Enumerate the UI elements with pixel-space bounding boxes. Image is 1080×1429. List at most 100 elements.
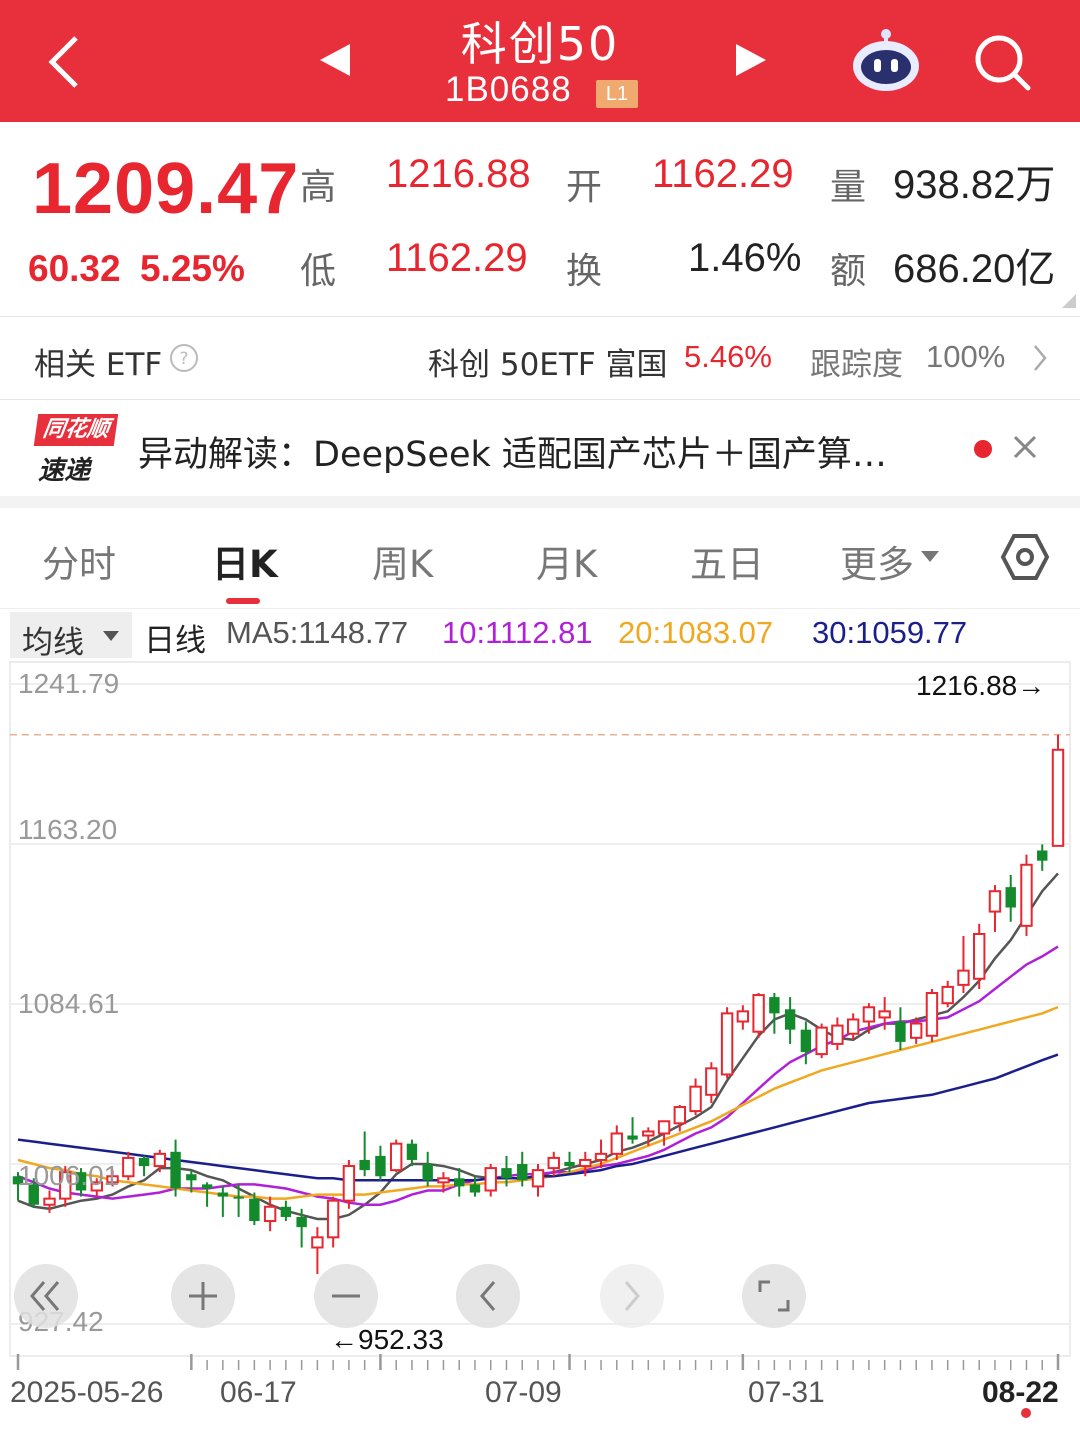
candle-body-up — [122, 1156, 135, 1178]
tracking-value: 100% — [926, 339, 1006, 374]
candle-body-down — [217, 1192, 229, 1197]
ths-news-logo: 同花顺 速递 — [32, 414, 119, 486]
candle-body-up — [705, 1067, 718, 1096]
candle-body-up — [43, 1197, 56, 1206]
candle-body-down — [201, 1184, 213, 1189]
news-row[interactable]: 同花顺 速递 异动解读：DeepSeek 适配国产芯片＋国产算… — [0, 400, 1080, 496]
chevron-left-icon — [480, 1281, 496, 1311]
tab-five-day[interactable]: 五日 — [690, 543, 764, 586]
ma5-value: MA5:1148.77 — [226, 615, 409, 650]
candle-body-up — [106, 1175, 119, 1184]
kline-chart[interactable] — [0, 660, 1080, 1360]
close-icon[interactable] — [1012, 434, 1038, 460]
period-label: 日线 — [144, 623, 206, 658]
y-tick-label: 1084.61 — [18, 988, 120, 1019]
divider — [0, 399, 1080, 400]
candle-body-up — [689, 1085, 702, 1113]
low-value: 1162.29 — [386, 236, 528, 280]
candle-body-up — [642, 1130, 655, 1137]
candle-body-up — [752, 994, 765, 1033]
candle-body-up — [153, 1152, 167, 1168]
tab-more[interactable]: 更多 — [840, 543, 914, 586]
candle-body-down — [769, 997, 780, 1014]
scroll-to-start-button[interactable] — [14, 1264, 78, 1328]
candle-body-up — [579, 1158, 592, 1168]
last-price: 1209.47 — [32, 149, 300, 229]
fullscreen-icon — [758, 1280, 790, 1312]
help-icon[interactable]: ? — [169, 343, 199, 373]
candle-body-up — [326, 1199, 340, 1239]
section-gap — [0, 496, 1080, 508]
volume-label: 量 — [830, 167, 867, 208]
candle-body-down — [627, 1135, 638, 1140]
current-day-dot — [1021, 1408, 1031, 1418]
stock-code: 1B0688 — [445, 70, 572, 109]
settings-hexagon-icon[interactable] — [1000, 532, 1050, 582]
candle-body-up — [846, 1018, 860, 1035]
candle-body-up — [610, 1132, 623, 1155]
page-title: 科创50 — [460, 17, 620, 71]
fullscreen-button[interactable] — [742, 1264, 806, 1328]
turnover-value: 1.46% — [688, 236, 802, 280]
candle-body-up — [815, 1026, 828, 1056]
volume-value: 938.82万 — [893, 163, 1056, 207]
low-label: 低 — [300, 251, 337, 292]
scroll-left-button[interactable] — [456, 1264, 520, 1328]
tab-monthly-k[interactable]: 月K — [536, 543, 598, 586]
zoom-out-button[interactable] — [314, 1264, 378, 1328]
candle-body-up — [862, 1006, 876, 1023]
candle-body-up — [673, 1106, 687, 1125]
min-price-label: ←952.33 — [330, 1324, 444, 1355]
svg-text:?: ? — [179, 349, 188, 369]
x-tick-label: 2025-05-26 — [10, 1376, 164, 1409]
candle-body-down — [296, 1216, 307, 1228]
divider — [0, 608, 1080, 609]
candle-body-down — [233, 1196, 244, 1199]
candle-body-down — [406, 1143, 418, 1160]
top-bar: 科创50 1B0688 L1 — [0, 0, 1080, 122]
candle-body-down — [375, 1155, 386, 1177]
tab-daily-k[interactable]: 日K — [212, 543, 278, 586]
tab-weekly-k[interactable]: 周K — [372, 543, 434, 586]
next-arrow-icon[interactable] — [734, 42, 768, 78]
dropdown-caret-icon — [103, 631, 119, 641]
related-etf-row[interactable]: 相关 ETF ? 科创 50ETF 富国 5.46% 跟踪度 100% — [0, 317, 1080, 399]
candle-body-down — [422, 1164, 433, 1181]
candle-body-down — [28, 1184, 39, 1205]
scroll-right-button[interactable] — [600, 1264, 664, 1328]
dropdown-caret-icon — [921, 551, 939, 562]
ma20-value: 20:1083.07 — [618, 615, 774, 650]
unread-dot — [974, 440, 992, 458]
search-icon[interactable] — [972, 32, 1034, 94]
divider — [0, 316, 1080, 317]
candle-body-up — [437, 1177, 450, 1184]
candle-body-up — [878, 1010, 891, 1019]
candle-body-up — [831, 1024, 844, 1045]
back-icon[interactable] — [44, 34, 84, 90]
etf-name: 科创 50ETF 富国 — [428, 347, 668, 383]
candle-body-down — [454, 1178, 465, 1187]
zoom-in-button[interactable] — [171, 1264, 235, 1328]
minus-icon — [332, 1294, 360, 1298]
price-change: 60.32 — [28, 248, 121, 289]
candle-body-up — [1020, 863, 1033, 927]
etf-pct: 5.46% — [684, 339, 772, 374]
robot-assistant-icon[interactable] — [850, 26, 922, 94]
candle-body-down — [138, 1157, 150, 1167]
candle-body-up — [263, 1205, 277, 1223]
high-label: 高 — [300, 167, 337, 208]
tab-intraday[interactable]: 分时 — [42, 543, 116, 586]
candle-body-up — [90, 1181, 103, 1192]
candle-body-up — [657, 1120, 671, 1135]
price-change-pct: 5.25% — [140, 248, 245, 289]
max-price-label: 1216.88→ — [916, 670, 1046, 701]
ma-selector[interactable]: 均线 — [10, 612, 132, 661]
candle-body-up — [941, 985, 954, 1005]
open-value: 1162.29 — [652, 152, 794, 196]
x-tick-label: 08-22 — [982, 1376, 1059, 1409]
candle-body-up — [342, 1165, 356, 1202]
candle-body-up — [311, 1236, 324, 1249]
ma-selector-label: 均线 — [22, 625, 84, 661]
prev-arrow-icon[interactable] — [318, 42, 352, 78]
candle-body-down — [186, 1174, 197, 1181]
